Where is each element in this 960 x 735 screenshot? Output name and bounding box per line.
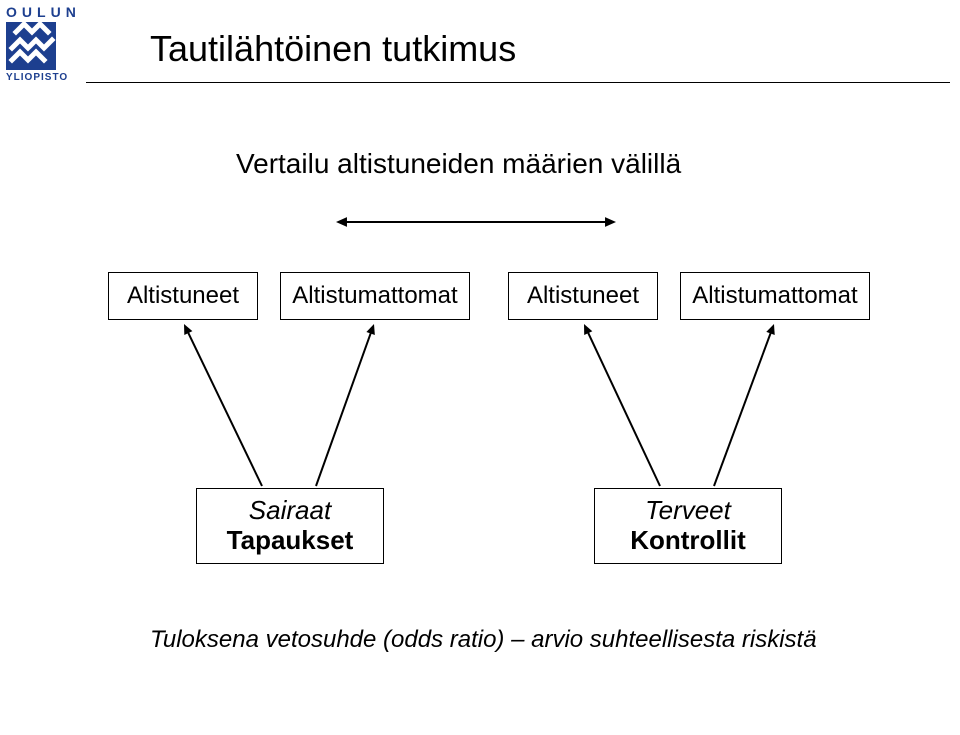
box-cases: Sairaat Tapaukset bbox=[196, 488, 384, 564]
box-line2: Kontrollit bbox=[630, 526, 746, 556]
box-line1: Sairaat bbox=[227, 496, 354, 526]
page-title: Tautilähtöinen tutkimus bbox=[150, 28, 516, 70]
box-label: Altistuneet bbox=[127, 282, 239, 310]
logo-letter: N bbox=[66, 4, 77, 20]
box-label: Altistumattomat bbox=[292, 282, 457, 310]
box-exposed-right: Altistuneet bbox=[508, 272, 658, 320]
logo-letter: U bbox=[51, 4, 62, 20]
logo-letter: L bbox=[37, 4, 47, 20]
title-underline bbox=[86, 82, 950, 83]
box-line2: Tapaukset bbox=[227, 526, 354, 556]
footnote: Tuloksena vetosuhde (odds ratio) – arvio… bbox=[150, 626, 817, 654]
box-unexposed-right: Altistumattomat bbox=[680, 272, 870, 320]
box-label: Altistuneet bbox=[527, 282, 639, 310]
university-logo: O U L U N YLIOPISTO bbox=[6, 4, 74, 83]
slide: O U L U N YLIOPISTO Tautilähtöinen tutki… bbox=[0, 0, 960, 735]
box-label: Altistumattomat bbox=[692, 282, 857, 310]
box-unexposed-left: Altistumattomat bbox=[280, 272, 470, 320]
subtitle: Vertailu altistuneiden määrien välillä bbox=[236, 148, 681, 180]
logo-letter: O bbox=[6, 4, 18, 20]
diagram-arrows bbox=[0, 0, 960, 735]
box-line1: Terveet bbox=[630, 496, 746, 526]
box-controls: Terveet Kontrollit bbox=[594, 488, 782, 564]
logo-letter: U bbox=[22, 4, 33, 20]
logo-top-row: O U L U N bbox=[6, 4, 74, 20]
box-exposed-left: Altistuneet bbox=[108, 272, 258, 320]
logo-mark bbox=[6, 22, 56, 70]
logo-bottom-word: YLIOPISTO bbox=[6, 72, 74, 83]
